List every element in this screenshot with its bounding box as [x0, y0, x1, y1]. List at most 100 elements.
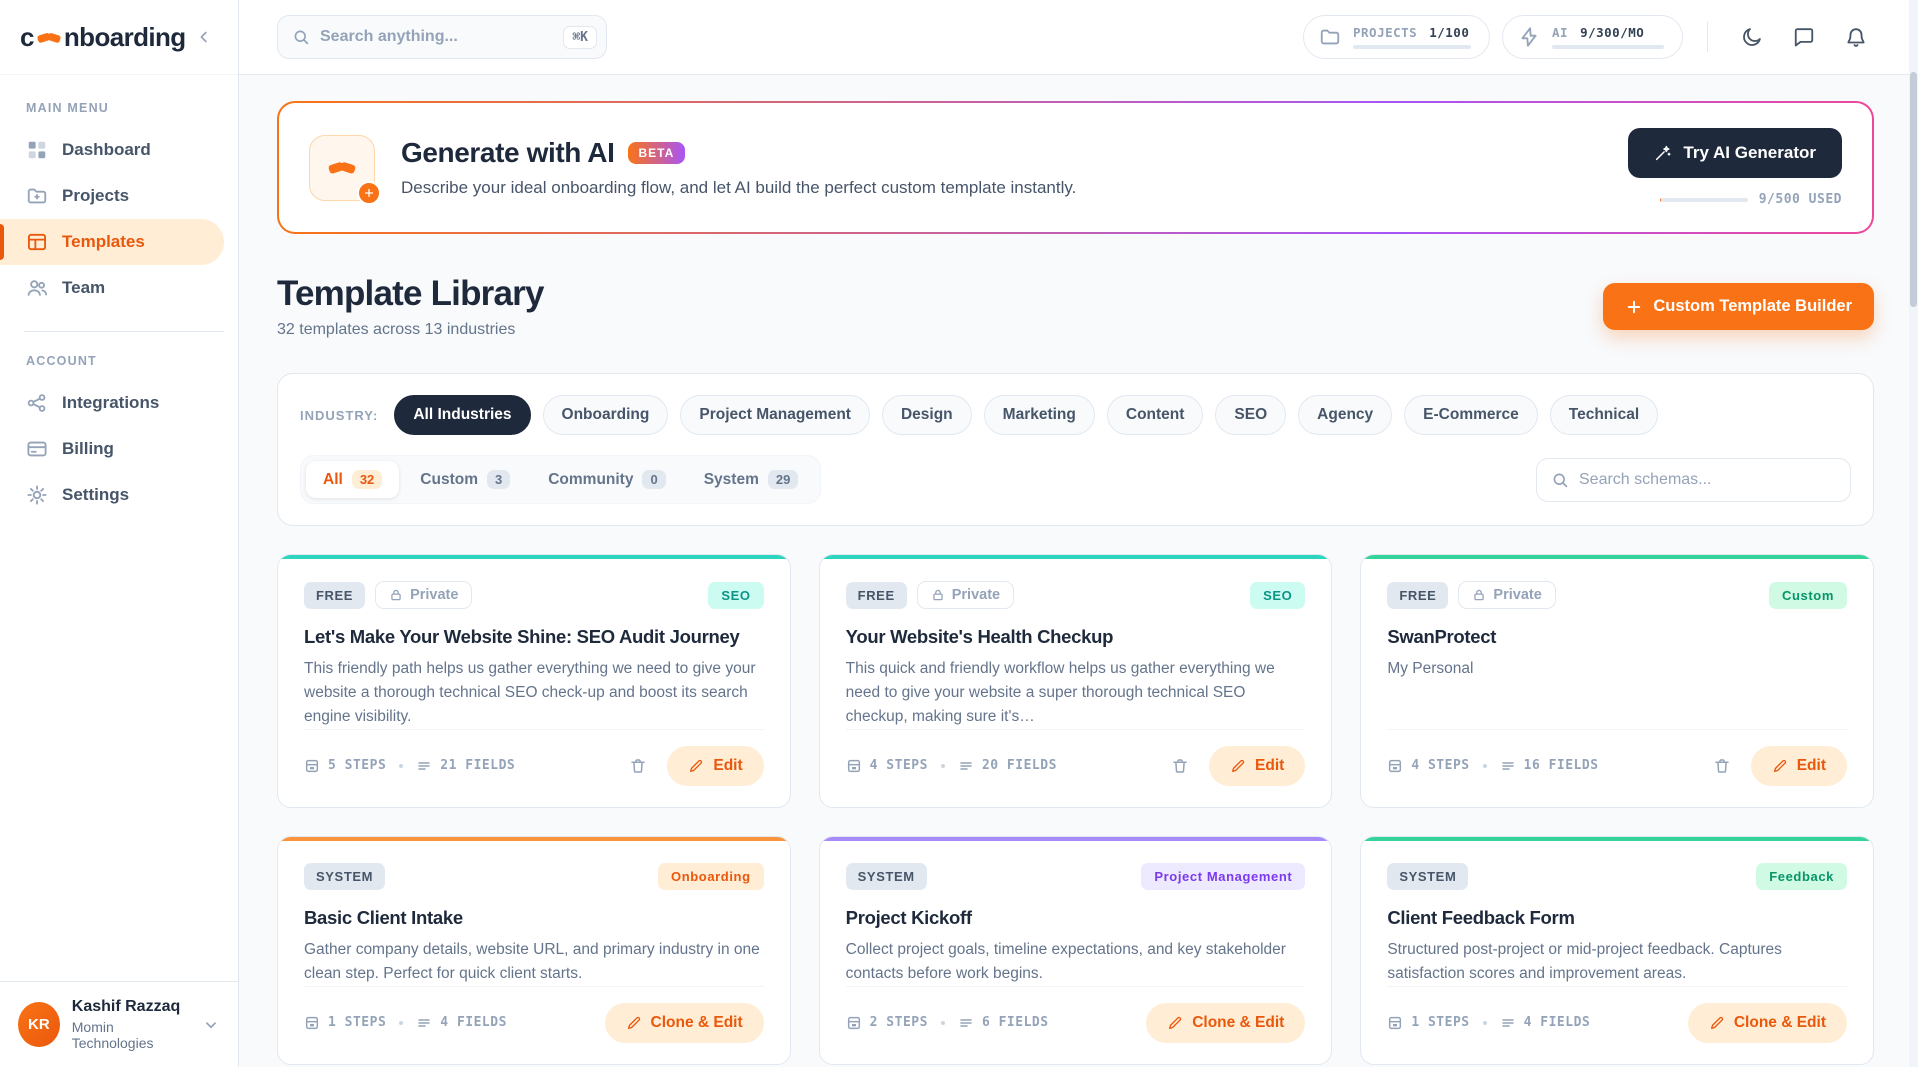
industry-chip-agency[interactable]: Agency: [1298, 395, 1393, 435]
templates-table-icon: [26, 231, 48, 253]
chevron-left-icon: [195, 28, 213, 46]
feedback-button[interactable]: [1784, 17, 1824, 57]
industry-chip-onboarding[interactable]: Onboarding: [542, 395, 669, 435]
industry-chip-content[interactable]: Content: [1106, 395, 1204, 435]
ai-usage-progress-bar: [1659, 197, 1748, 202]
free-badge: FREE: [845, 581, 907, 609]
tab-all[interactable]: All 32: [306, 461, 400, 498]
search-shortcut-kbd: ⌘K: [563, 25, 597, 49]
delete-template-button[interactable]: [623, 751, 653, 781]
card-meta: 1 STEPS 4 FIELDS: [304, 1015, 507, 1031]
industry-chip-seo[interactable]: SEO: [1215, 395, 1287, 435]
card-description: This quick and friendly workflow helps u…: [845, 660, 1275, 726]
card-description: Collect project goals, timeline expectat…: [845, 941, 1286, 983]
lock-icon: [1472, 588, 1486, 602]
card-meta: 4 STEPS 20 FIELDS: [846, 758, 1057, 774]
delete-template-button[interactable]: [1165, 751, 1195, 781]
industry-chip-e-commerce[interactable]: E-Commerce: [1404, 395, 1538, 435]
template-card: FREE Private SEO Let's Make Your Website…: [277, 554, 791, 809]
industry-chip-design[interactable]: Design: [881, 395, 972, 435]
projects-usage-value: 1/100: [1429, 25, 1470, 40]
delete-template-button[interactable]: [1707, 751, 1737, 781]
scrollbar-track: [1909, 0, 1918, 1067]
scrollbar-thumb[interactable]: [1910, 72, 1917, 307]
card-accent-bar: [278, 555, 790, 559]
sidebar-item-dashboard[interactable]: Dashboard: [0, 127, 224, 173]
plus-icon: [363, 187, 375, 199]
industry-chip-technical[interactable]: Technical: [1549, 395, 1659, 435]
beta-badge: BETA: [627, 142, 686, 164]
clone-and-edit-button[interactable]: Clone & Edit: [604, 1002, 764, 1043]
ai-usage-value: 9/300/MO: [1580, 25, 1645, 40]
edit-template-button[interactable]: Edit: [1209, 745, 1306, 786]
custom-template-builder-button[interactable]: Custom Template Builder: [1603, 283, 1874, 330]
topbar-divider: [1707, 22, 1708, 52]
category-badge: Onboarding: [657, 863, 764, 891]
user-menu[interactable]: KR Kashif Razzaq Momin Technologies: [0, 981, 238, 1067]
content: Generate with AI BETA Describe your idea…: [239, 75, 1918, 1067]
sidebar-item-integrations[interactable]: Integrations: [0, 380, 224, 426]
tab-system[interactable]: System 29: [687, 461, 816, 498]
ai-usage-progress-text: 9/500 USED: [1758, 192, 1842, 207]
integrations-share-icon: [26, 392, 48, 414]
sidebar-collapse-button[interactable]: [190, 23, 218, 51]
global-search-input[interactable]: [320, 28, 554, 46]
logo-text-post: nboarding: [63, 21, 186, 52]
dot-separator: [940, 1020, 945, 1025]
topbar-right: PROJECTS 1/100 AI 9/300/MO: [1303, 15, 1876, 59]
industry-chip-all-industries[interactable]: All Industries: [394, 395, 531, 435]
try-ai-generator-button[interactable]: Try AI Generator: [1628, 128, 1842, 178]
dashboard-grid-icon: [26, 139, 48, 161]
logo-row: c nboarding: [0, 0, 238, 75]
sidebar-item-projects[interactable]: Projects: [0, 173, 224, 219]
ai-banner: Generate with AI BETA Describe your idea…: [277, 101, 1874, 234]
sidebar-item-team[interactable]: Team: [0, 265, 224, 311]
tab-community-count: 0: [642, 470, 666, 489]
projects-usage-pill[interactable]: PROJECTS 1/100: [1303, 15, 1490, 59]
sidebar-item-templates[interactable]: Templates: [0, 219, 224, 265]
category-badge: Feedback: [1756, 863, 1847, 891]
free-badge: FREE: [304, 581, 366, 609]
tab-custom[interactable]: Custom 3: [403, 461, 527, 498]
card-title: SwanProtect: [1387, 626, 1497, 647]
notifications-button[interactable]: [1836, 17, 1876, 57]
fields-icon: [1500, 1015, 1516, 1031]
fields-icon: [958, 758, 974, 774]
card-meta: 4 STEPS 16 FIELDS: [1387, 758, 1598, 774]
clone-and-edit-button[interactable]: Clone & Edit: [1687, 1002, 1847, 1043]
library-header: Template Library 32 templates across 13 …: [277, 274, 1874, 339]
steps-icon: [846, 1015, 862, 1031]
tab-all-count: 32: [351, 470, 383, 489]
topbar: ⌘K PROJECTS 1/100 AI 9/300/MO: [239, 0, 1918, 75]
template-card: SYSTEM Project Management Project Kickof…: [818, 836, 1333, 1066]
card-description: My Personal: [1387, 660, 1474, 677]
edit-template-button[interactable]: Edit: [667, 745, 764, 786]
edit-template-button[interactable]: Edit: [1750, 745, 1847, 786]
template-card: FREE Private Custom SwanProtect My Perso…: [1360, 554, 1874, 809]
search-icon: [292, 28, 310, 46]
sidebar-item-settings[interactable]: Settings: [0, 472, 224, 518]
ai-usage-label: AI: [1552, 25, 1569, 40]
clone-and-edit-button[interactable]: Clone & Edit: [1146, 1002, 1306, 1043]
fields-icon: [416, 758, 432, 774]
template-grid: FREE Private SEO Let's Make Your Website…: [277, 554, 1874, 1066]
pencil-icon: [1167, 1015, 1183, 1031]
global-search: ⌘K: [277, 15, 607, 59]
sidebar-item-billing[interactable]: Billing: [0, 426, 224, 472]
industry-chip-marketing[interactable]: Marketing: [983, 395, 1095, 435]
ai-usage-pill[interactable]: AI 9/300/MO: [1502, 15, 1683, 59]
steps-icon: [846, 758, 862, 774]
search-icon: [1551, 471, 1569, 489]
dark-mode-toggle[interactable]: [1732, 17, 1772, 57]
logo-text-pre: c: [20, 21, 34, 52]
plus-badge-icon: [357, 180, 381, 205]
card-description: Structured post-project or mid-project f…: [1387, 941, 1782, 983]
filters-panel: INDUSTRY: All Industries Onboarding Proj…: [277, 373, 1874, 526]
industry-chip-project-management[interactable]: Project Management: [680, 395, 870, 435]
plus-icon: [1625, 298, 1643, 316]
system-badge: SYSTEM: [304, 863, 386, 891]
schema-search-input[interactable]: [1579, 470, 1836, 489]
tab-community[interactable]: Community 0: [531, 461, 682, 498]
team-users-icon: [26, 277, 48, 299]
trash-icon: [1713, 757, 1731, 775]
